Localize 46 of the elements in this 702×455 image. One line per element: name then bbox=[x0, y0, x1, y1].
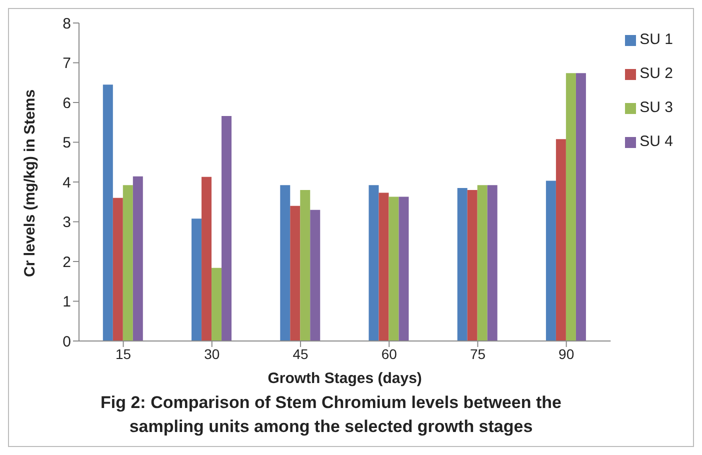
bar bbox=[467, 190, 478, 341]
bar bbox=[122, 185, 133, 341]
bar bbox=[102, 84, 113, 341]
y-tick-label: 8 bbox=[62, 15, 71, 32]
legend-label: SU 2 bbox=[640, 65, 673, 82]
bar bbox=[202, 176, 212, 341]
bar bbox=[378, 192, 389, 341]
legend-label: SU 1 bbox=[640, 31, 673, 48]
bar bbox=[487, 185, 498, 341]
legend-label: SU 4 bbox=[640, 133, 673, 150]
bar bbox=[112, 198, 123, 341]
bar bbox=[546, 180, 556, 341]
y-tick-label: 2 bbox=[62, 254, 71, 271]
x-tick-label: 90 bbox=[558, 346, 574, 362]
x-tick-label: 45 bbox=[292, 346, 309, 362]
bar bbox=[300, 190, 310, 341]
bar bbox=[457, 188, 468, 341]
bar bbox=[290, 206, 300, 341]
y-tick-label: 7 bbox=[62, 55, 71, 72]
bar bbox=[477, 185, 488, 341]
bar bbox=[556, 139, 566, 341]
x-axis-title: Growth Stages (days) bbox=[268, 370, 422, 387]
y-tick-label: 4 bbox=[62, 174, 71, 192]
y-tick-label: 3 bbox=[62, 214, 71, 232]
x-tick-label: 60 bbox=[381, 346, 398, 362]
bar bbox=[280, 185, 290, 341]
bar bbox=[566, 73, 576, 341]
y-tick-label: 0 bbox=[62, 333, 71, 350]
bar bbox=[388, 196, 399, 341]
bar bbox=[212, 268, 222, 341]
y-tick-label: 6 bbox=[62, 94, 71, 112]
caption: Fig 2: Comparison of Stem Chromium levels between the sampling units among the selected growth stages bbox=[100, 392, 562, 438]
bar bbox=[222, 116, 232, 341]
bar bbox=[132, 176, 143, 341]
bar bbox=[310, 210, 320, 341]
legend-label: SU 3 bbox=[640, 99, 673, 116]
y-tick-label: 5 bbox=[62, 134, 71, 152]
y-axis-title: Cr levels (mg/kg) in Stems bbox=[21, 89, 38, 277]
bar bbox=[368, 185, 379, 341]
bar bbox=[192, 218, 202, 341]
bar bbox=[398, 196, 409, 341]
x-tick-label: 75 bbox=[470, 346, 486, 362]
y-tick-label: 1 bbox=[62, 294, 71, 311]
x-tick-label: 30 bbox=[204, 346, 220, 362]
x-tick-label: 15 bbox=[116, 346, 132, 362]
bar bbox=[576, 73, 586, 341]
